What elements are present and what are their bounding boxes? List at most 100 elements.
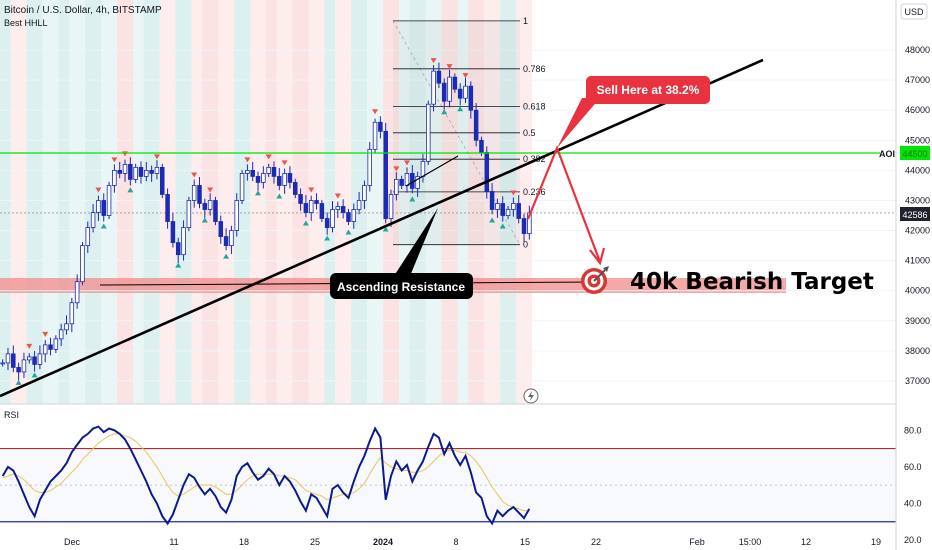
higher-high-marker [281,160,288,166]
higher-high-marker [510,190,517,196]
rsi-tick-label: 60.0 [904,462,922,472]
time-tick-label: 12 [801,537,811,547]
candle-body [308,200,314,213]
session-band [133,0,144,404]
session-band [516,0,532,404]
hhll-markers [15,58,517,385]
candle-body [128,163,133,180]
candle-body [324,218,330,228]
time-tick-label: 22 [591,537,601,547]
candle-body [245,169,250,174]
lower-low-marker [302,220,309,226]
candle-body [436,70,442,84]
sell-callout [586,76,710,104]
session-band [276,0,293,404]
candle-body [378,121,383,132]
price-tick-label: 48000 [905,45,930,55]
candle-body [133,166,138,180]
price-axis-panel [896,0,932,550]
fib-level-label: 0.236 [523,187,546,197]
higher-high-marker [462,73,469,79]
currency-button[interactable] [900,3,928,20]
rsi-label: RSI [4,410,19,420]
candle-body [282,173,287,186]
resistance-label-pointer [394,208,438,276]
session-band [117,0,133,404]
higher-high-marker [26,343,33,349]
candle-body [287,173,293,183]
candle-body [250,169,255,177]
session-band [85,0,102,404]
higher-high-marker [153,154,160,160]
candle-body [181,227,186,256]
aoi-price-text: 44500 [902,149,927,159]
last-price-badge [900,207,930,221]
candle-body [505,209,511,216]
last-price-text: 42586 [902,210,927,220]
lower-low-marker [441,109,448,115]
resistance-label [330,273,473,299]
resistance-label-text: Ascending Resistance [337,280,465,294]
candle-body [197,185,202,204]
candle-body [346,212,351,222]
candle-body [26,356,32,361]
time-tick-label: Feb [689,537,705,547]
target-text: 40k Bearish Target [630,269,874,295]
higher-high-marker [42,331,49,337]
candle-body [447,76,452,102]
candle-body [394,179,399,195]
candle-body [266,166,271,174]
lower-low-marker [324,235,331,241]
candle-body [521,218,527,234]
candle-body [112,169,117,186]
candle-body [495,203,500,210]
fib-level-label: 0.5 [523,128,536,138]
lower-low-marker [276,193,283,199]
fib-level-label: 0.618 [523,101,546,111]
session-band [69,0,86,404]
candle-body [229,230,234,246]
candle-body [489,191,495,210]
candle-body [292,182,298,195]
session-band [26,0,43,404]
candle-body [223,236,229,247]
rsi-pane [0,425,896,526]
rsi-ma-line [2,433,530,512]
session-band [10,0,27,404]
candle-body [319,203,325,219]
candle-body [367,148,373,186]
candle-body [16,367,21,373]
fib-level-label: 0.786 [523,64,546,74]
candle-body [425,103,431,162]
candle-body [165,194,170,222]
time-tick-label: Dec [64,537,81,547]
price-tick-label: 47000 [905,75,930,85]
mini-trendline [405,155,459,187]
aoi-label: AOI [879,149,895,159]
candle-body [106,185,112,216]
price-tick-label: 44000 [905,165,930,175]
session-band [399,0,410,404]
session-band [42,0,59,404]
candle-body [175,242,181,256]
projection-arrowhead [589,247,606,266]
fib-level-label: 1 [523,16,528,26]
time-axis: Dec 11 18 25 2024 8 15 22 Feb 15:00 12 19 [64,537,881,547]
price-tick-label: 40000 [905,286,930,296]
indicator-label[interactable]: Best HHLL [4,18,48,28]
candle-body [138,166,144,177]
time-tick-label: 19 [871,537,881,547]
price-axis: 48000 47000 46000 45000 44000 43000 42000 41000… [905,45,930,386]
fib-level-label: 0.382 [523,154,546,164]
lower-low-marker [255,190,262,196]
replay-icon[interactable] [523,388,539,404]
candle-body [484,151,490,192]
symbol-header[interactable]: Bitcoin / U.S. Dollar, 4h, BITSTAMP [4,5,162,16]
session-band [266,0,277,404]
candle-body [303,203,309,213]
session-band [367,0,384,404]
callout-pointer [557,98,600,148]
candle-body [362,185,367,201]
